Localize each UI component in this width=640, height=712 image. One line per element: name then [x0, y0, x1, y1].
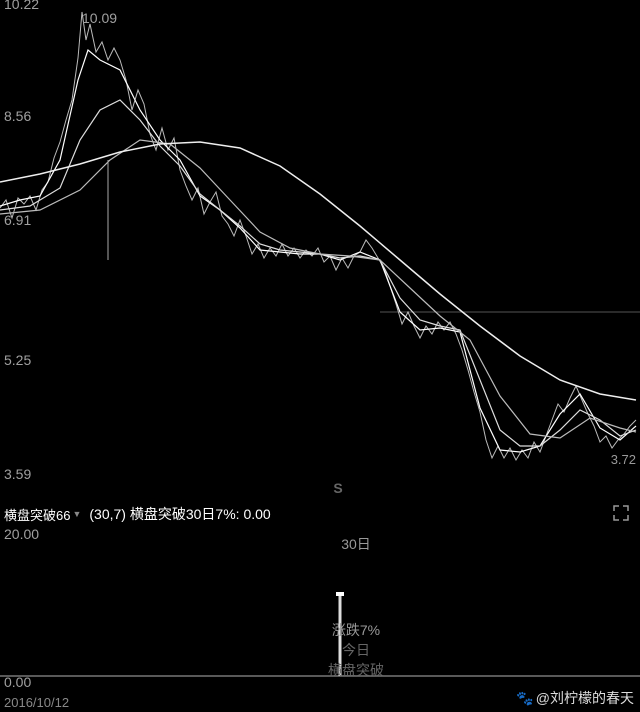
- marker-cap: [336, 592, 344, 596]
- indicator-chart[interactable]: 20.00 0.00 30日 涨跌7% 今日 横盘突破: [0, 526, 640, 690]
- y-tick-label: 10.22: [4, 0, 39, 12]
- y-tick-label: 8.56: [4, 108, 31, 124]
- price-chart-svg: [0, 0, 640, 500]
- watermark: 🐾 @刘柠檬的春天: [516, 688, 634, 708]
- sub-y-tick-label: 20.00: [4, 526, 39, 542]
- indicator-bar: 横盘突破66 ▼ (30,7) 横盘突破30日7%: 0.00: [0, 502, 640, 526]
- date-label: 2016/10/12: [4, 695, 69, 710]
- ma-slow-line: [0, 142, 636, 400]
- period-label: 30日: [341, 534, 371, 554]
- change-label: 涨跌7%: [332, 620, 380, 640]
- paw-icon: 🐾: [516, 690, 533, 707]
- ma-short-line: [0, 50, 636, 452]
- sub-y-tick-label: 0.00: [4, 674, 31, 690]
- watermark-text: @刘柠檬的春天: [536, 688, 634, 708]
- y-tick-label: 10.09: [82, 10, 117, 26]
- price-chart[interactable]: 10.22 10.09 8.56 6.91 5.25 3.59 3.72 S: [0, 0, 640, 500]
- breakout-label: 横盘突破: [328, 660, 384, 680]
- price-series: [0, 12, 636, 460]
- last-price-label: 3.72: [611, 452, 636, 467]
- y-tick-label: 5.25: [4, 352, 31, 368]
- y-tick-label: 3.59: [4, 466, 31, 482]
- chevron-down-icon: ▼: [72, 509, 81, 519]
- ma-long-line: [0, 140, 636, 438]
- today-label: 今日: [342, 640, 370, 660]
- y-tick-label: 6.91: [4, 212, 31, 228]
- ma-mid-line: [0, 100, 636, 446]
- indicator-selector[interactable]: 横盘突破66 ▼: [4, 505, 81, 524]
- indicator-chart-svg: [0, 526, 640, 690]
- indicator-params-label: (30,7) 横盘突破30日7%: 0.00: [89, 504, 270, 524]
- indicator-name-label: 横盘突破66: [4, 505, 70, 524]
- expand-icon[interactable]: [612, 504, 630, 522]
- s-marker: S: [333, 480, 342, 496]
